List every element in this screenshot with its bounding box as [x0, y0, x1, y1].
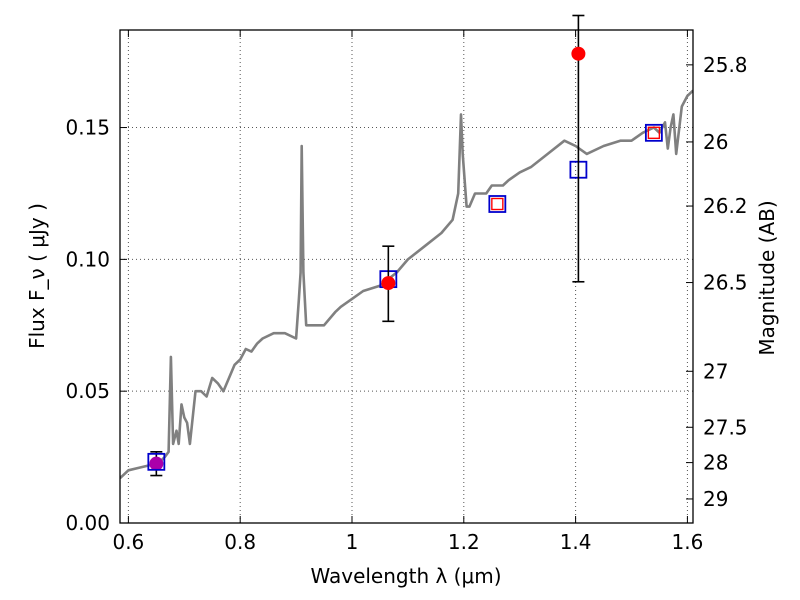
x-tick-label: 1.6	[672, 530, 704, 554]
y2-tick-label: 26	[703, 130, 728, 154]
y-axis-label: Flux F_ν ( μJy )	[25, 203, 49, 349]
y-tick-label: 0.15	[65, 116, 110, 140]
plot-frame	[119, 29, 694, 524]
magenta-point	[149, 456, 164, 471]
x-tick-label: 1.4	[560, 530, 592, 554]
y2-tick-label: 29	[703, 487, 728, 511]
axis-ticks: 0.6 0.8 1 1.2 1.4 1.6 0.00 0.05 0.10 0.15 25.8 26 26…	[65, 30, 748, 554]
y-tick-label: 0.10	[65, 247, 110, 271]
model-square-marker	[644, 123, 663, 142]
y-tick-label: 0.05	[65, 379, 110, 403]
y2-tick-label: 27.5	[703, 415, 748, 439]
x-tick-label: 0.8	[224, 530, 256, 554]
y2-tick-label: 26.2	[703, 194, 748, 218]
x-axis-label: Wavelength λ (μm)	[310, 564, 501, 588]
x-tick-label: 1	[346, 530, 359, 554]
observed-small-square	[491, 197, 504, 211]
y2-tick-label: 28	[703, 451, 728, 475]
y2-axis-label: Magnitude (AB)	[755, 200, 779, 355]
observed-point	[571, 46, 586, 61]
y2-tick-label: 25.8	[703, 53, 748, 77]
model-square-marker	[147, 452, 166, 471]
model-square-marker	[488, 195, 507, 213]
x-tick-label: 1.2	[448, 530, 480, 554]
observed-point	[381, 276, 396, 291]
data-series	[120, 14, 693, 480]
observed-small-square	[647, 126, 661, 140]
y2-tick-label: 26.5	[703, 271, 748, 295]
y2-tick-label: 27	[703, 359, 728, 383]
y-tick-label: 0.00	[65, 511, 110, 535]
x-tick-label: 0.6	[112, 530, 144, 554]
template-spectrum-line	[120, 89, 693, 480]
